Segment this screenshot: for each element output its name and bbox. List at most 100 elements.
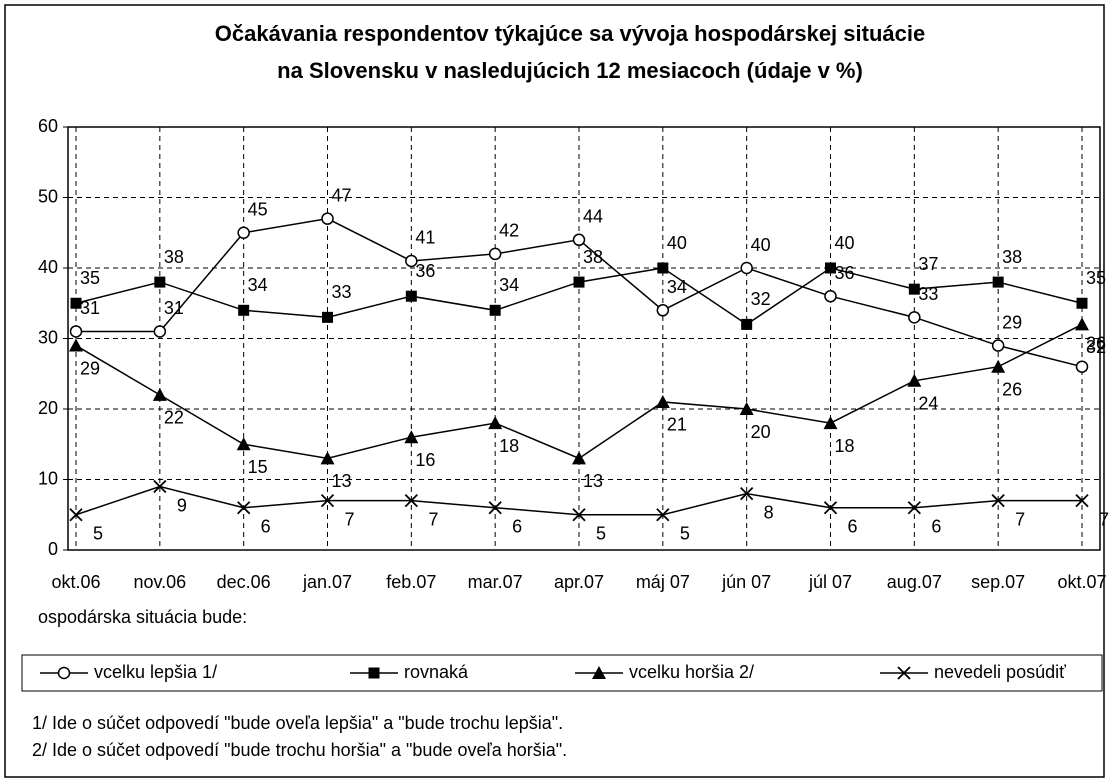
legend-label: vcelku horšia 2/: [629, 662, 754, 682]
marker: [572, 451, 586, 465]
data-label: 44: [583, 207, 603, 227]
y-tick-label: 60: [38, 116, 58, 136]
data-label: 31: [80, 298, 100, 318]
marker: [320, 451, 335, 465]
marker: [153, 479, 167, 494]
marker: [907, 501, 921, 515]
data-label: 18: [834, 436, 854, 456]
data-label: 5: [596, 524, 606, 544]
data-label: 21: [667, 415, 687, 435]
marker: [322, 311, 333, 323]
data-label: 13: [331, 471, 351, 491]
marker: [153, 325, 167, 338]
marker: [991, 359, 1006, 373]
legend-label: nevedeli posúdiť: [934, 662, 1066, 682]
data-label: 35: [80, 268, 100, 288]
x-tick-label: okt.07: [1057, 572, 1106, 592]
marker: [573, 276, 585, 288]
data-label: 41: [415, 228, 435, 248]
data-label: 34: [499, 275, 519, 295]
footnote: 1/ Ide o súčet odpovedí "bude oveľa lepš…: [32, 713, 563, 733]
marker: [404, 494, 418, 508]
data-label: 38: [1002, 247, 1022, 267]
data-label: 31: [164, 298, 184, 318]
marker: [488, 501, 502, 515]
data-label: 29: [80, 358, 100, 378]
legend: [21, 654, 1103, 692]
data-label: 33: [331, 282, 351, 302]
x-tick-label: jún 07: [721, 572, 771, 592]
data-label: 38: [583, 247, 603, 267]
footnote: 2/ Ide o súčet odpovedí "bude trochu hor…: [32, 740, 567, 760]
marker: [69, 325, 83, 338]
marker: [907, 373, 922, 387]
marker: [656, 304, 670, 317]
marker: [897, 666, 911, 680]
marker: [908, 283, 920, 295]
data-label: 7: [1099, 509, 1109, 529]
marker: [991, 494, 1005, 508]
marker: [405, 290, 417, 302]
marker: [368, 667, 380, 679]
marker: [488, 416, 503, 430]
x-tick-label: mar.07: [468, 572, 523, 592]
marker: [572, 508, 586, 522]
data-label: 7: [1015, 509, 1025, 529]
y-tick-label: 50: [38, 186, 58, 206]
data-label: 9: [177, 495, 187, 515]
data-label: 24: [918, 394, 938, 414]
data-label: 26: [1002, 379, 1022, 399]
data-label: 18: [499, 436, 519, 456]
plot-area: [67, 126, 1101, 551]
marker: [405, 254, 418, 268]
y-tick-label: 40: [38, 257, 58, 277]
data-label: 32: [1086, 337, 1106, 357]
marker: [741, 318, 753, 330]
marker: [489, 304, 501, 316]
frame: [4, 4, 1105, 778]
data-label: 36: [834, 263, 854, 283]
y-tick-label: 10: [38, 468, 58, 488]
x-tick-label: sep.07: [971, 572, 1025, 592]
y-tick-label: 30: [38, 327, 58, 347]
marker: [152, 387, 167, 401]
x-axis-label: ospodárska situácia bude:: [38, 607, 247, 627]
marker: [825, 262, 836, 274]
marker: [238, 304, 250, 316]
x-tick-label: júl 07: [808, 572, 852, 592]
marker: [320, 494, 335, 508]
y-tick-label: 20: [38, 398, 58, 418]
legend-label: vcelku lepšia 1/: [94, 662, 217, 682]
data-label: 8: [764, 502, 774, 522]
data-label: 15: [248, 457, 268, 477]
marker: [992, 276, 1004, 288]
marker: [1075, 317, 1089, 331]
data-label: 7: [344, 509, 354, 529]
marker: [656, 508, 670, 522]
data-label: 6: [931, 516, 941, 536]
x-tick-label: máj 07: [636, 572, 690, 592]
data-label: 40: [834, 233, 854, 253]
y-tick-label: 0: [48, 539, 58, 559]
data-label: 7: [428, 509, 438, 529]
data-label: 32: [751, 289, 771, 309]
marker: [739, 402, 754, 415]
marker: [1076, 297, 1088, 309]
marker: [236, 437, 251, 451]
data-label: 22: [164, 408, 184, 428]
marker: [655, 394, 670, 408]
marker: [57, 666, 71, 680]
chart-title: na Slovensku v nasledujúcich 12 mesiacoc…: [277, 58, 863, 83]
x-tick-label: aug.07: [887, 572, 942, 592]
marker: [823, 416, 838, 430]
marker: [237, 226, 250, 239]
marker: [237, 501, 251, 515]
marker: [657, 262, 669, 274]
x-tick-label: apr.07: [554, 572, 604, 592]
legend-label: rovnaká: [404, 662, 469, 682]
x-tick-label: nov.06: [133, 572, 186, 592]
data-label: 45: [248, 200, 268, 220]
data-label: 34: [667, 277, 687, 297]
marker: [824, 289, 837, 303]
